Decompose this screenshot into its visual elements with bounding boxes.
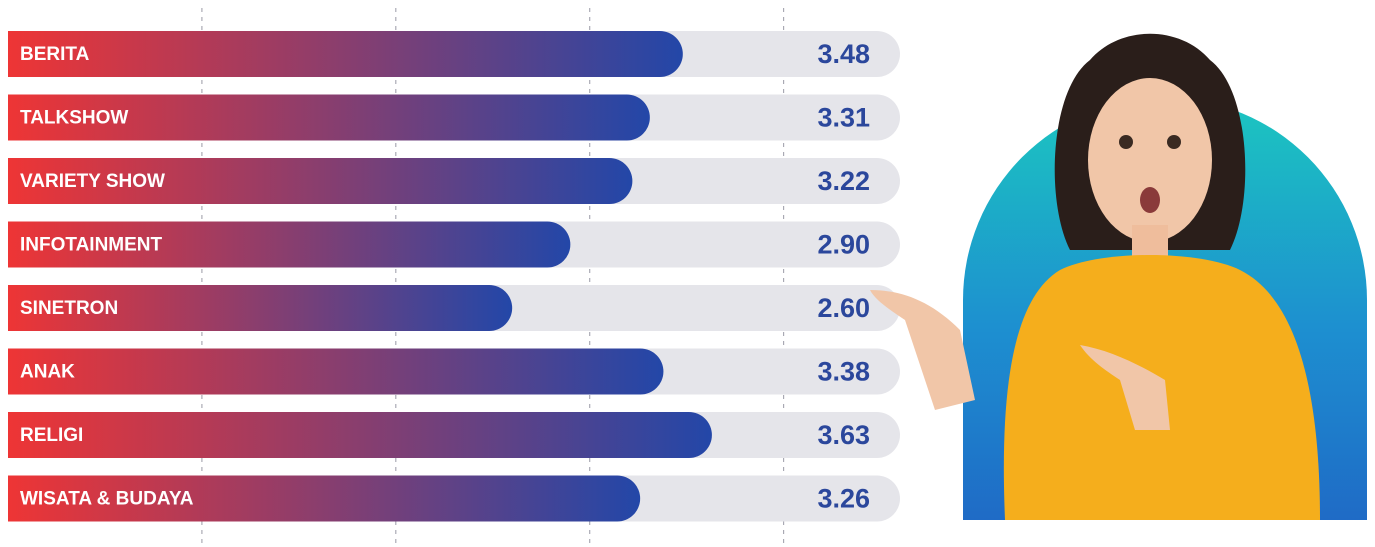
value-label: 3.63	[817, 420, 870, 450]
mouth	[1140, 187, 1160, 213]
category-label: WISATA & BUDAYA	[20, 489, 194, 510]
eye	[1119, 135, 1133, 149]
photo-illustration	[870, 33, 1367, 520]
category-label: TALKSHOW	[20, 108, 128, 129]
bar	[8, 475, 641, 522]
grid	[201, 8, 785, 547]
bar	[8, 221, 571, 268]
bar	[8, 285, 513, 331]
bar	[8, 158, 633, 204]
category-label: ANAK	[20, 362, 75, 383]
hand	[870, 290, 975, 410]
value-label: 2.90	[817, 230, 870, 260]
hand	[1080, 345, 1170, 430]
category-label: VARIETY SHOW	[20, 171, 165, 192]
category-label: INFOTAINMENT	[20, 235, 163, 256]
category-label: SINETRON	[20, 298, 118, 319]
value-label: 3.31	[817, 103, 870, 133]
value-label: 3.26	[817, 484, 870, 514]
bar	[8, 348, 664, 395]
value-label: 2.60	[817, 293, 870, 323]
bars: BERITA 3.48 TALKSHOW 3.31 VARIETY SHOW 3.22 IN…	[8, 31, 900, 522]
value-label: 3.48	[817, 39, 870, 69]
face	[1088, 78, 1212, 242]
bar	[8, 31, 683, 77]
value-label: 3.22	[817, 166, 870, 196]
category-label: RELIGI	[20, 425, 83, 446]
eye	[1167, 135, 1181, 149]
value-label: 3.38	[817, 357, 870, 387]
bar	[8, 94, 650, 141]
category-label: BERITA	[20, 44, 90, 65]
bar	[8, 412, 712, 458]
